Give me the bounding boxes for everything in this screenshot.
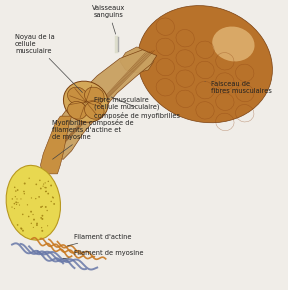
Ellipse shape	[41, 227, 42, 228]
Ellipse shape	[43, 184, 44, 185]
Ellipse shape	[11, 206, 13, 208]
Ellipse shape	[21, 228, 22, 230]
Ellipse shape	[31, 223, 32, 224]
Ellipse shape	[17, 224, 18, 226]
Polygon shape	[43, 165, 55, 177]
Text: Filament de myosine: Filament de myosine	[63, 250, 144, 259]
Text: Noyau de la
cellule
musculaire: Noyau de la cellule musculaire	[15, 34, 82, 93]
Ellipse shape	[50, 201, 52, 202]
Ellipse shape	[6, 165, 60, 240]
Ellipse shape	[41, 218, 43, 220]
Ellipse shape	[39, 180, 41, 181]
Ellipse shape	[44, 187, 46, 188]
Ellipse shape	[17, 202, 19, 203]
Ellipse shape	[41, 230, 43, 232]
Ellipse shape	[63, 81, 108, 122]
Text: Filament d'actine: Filament d'actine	[67, 234, 132, 246]
Ellipse shape	[40, 206, 42, 208]
Ellipse shape	[15, 202, 17, 203]
Text: Myofibrille composée de
filaments d'actine et
de myosine: Myofibrille composée de filaments d'acti…	[52, 119, 133, 159]
Ellipse shape	[14, 208, 15, 209]
Ellipse shape	[35, 198, 37, 199]
Ellipse shape	[38, 196, 40, 198]
Ellipse shape	[20, 198, 22, 200]
Ellipse shape	[48, 181, 49, 182]
Ellipse shape	[67, 102, 87, 119]
Text: Vaisseaux
sanguins: Vaisseaux sanguins	[92, 5, 125, 34]
Ellipse shape	[45, 191, 46, 192]
Ellipse shape	[46, 191, 47, 192]
Polygon shape	[49, 50, 157, 160]
Ellipse shape	[35, 184, 37, 185]
Ellipse shape	[46, 210, 48, 211]
Text: Faisceau de
fibres musculaires: Faisceau de fibres musculaires	[205, 81, 272, 94]
Ellipse shape	[30, 211, 32, 213]
Ellipse shape	[138, 6, 272, 123]
Ellipse shape	[41, 215, 43, 217]
Ellipse shape	[33, 227, 34, 228]
Ellipse shape	[28, 216, 29, 217]
Ellipse shape	[22, 214, 24, 215]
Ellipse shape	[14, 203, 15, 204]
Ellipse shape	[212, 26, 255, 61]
Polygon shape	[120, 47, 154, 73]
Ellipse shape	[36, 223, 38, 224]
Ellipse shape	[15, 196, 16, 197]
Ellipse shape	[45, 187, 47, 188]
Ellipse shape	[14, 186, 16, 188]
Ellipse shape	[33, 214, 34, 215]
Ellipse shape	[22, 230, 24, 232]
Ellipse shape	[43, 186, 44, 187]
Ellipse shape	[16, 198, 18, 200]
Ellipse shape	[27, 204, 28, 206]
Ellipse shape	[20, 227, 22, 229]
Ellipse shape	[50, 184, 52, 186]
Ellipse shape	[19, 204, 20, 206]
Ellipse shape	[52, 196, 53, 198]
Ellipse shape	[16, 204, 17, 205]
Polygon shape	[40, 116, 72, 174]
Ellipse shape	[41, 206, 43, 207]
Ellipse shape	[17, 189, 18, 191]
Ellipse shape	[47, 225, 48, 226]
Ellipse shape	[40, 217, 42, 219]
Ellipse shape	[12, 198, 13, 200]
Text: Fibre musculaire
(cellule musculaire)
composée de myofibrilles: Fibre musculaire (cellule musculaire) co…	[94, 97, 180, 119]
Ellipse shape	[36, 224, 38, 226]
Ellipse shape	[85, 87, 104, 105]
Ellipse shape	[85, 102, 104, 119]
Ellipse shape	[15, 190, 17, 192]
Ellipse shape	[52, 197, 54, 199]
Ellipse shape	[23, 191, 25, 192]
Ellipse shape	[40, 188, 42, 189]
Ellipse shape	[29, 177, 30, 179]
Ellipse shape	[33, 219, 35, 221]
Ellipse shape	[53, 203, 55, 205]
Ellipse shape	[47, 193, 49, 195]
Ellipse shape	[24, 182, 26, 184]
Ellipse shape	[45, 206, 47, 208]
Ellipse shape	[31, 197, 32, 199]
Ellipse shape	[67, 87, 87, 105]
Ellipse shape	[45, 182, 46, 184]
Ellipse shape	[24, 193, 25, 194]
